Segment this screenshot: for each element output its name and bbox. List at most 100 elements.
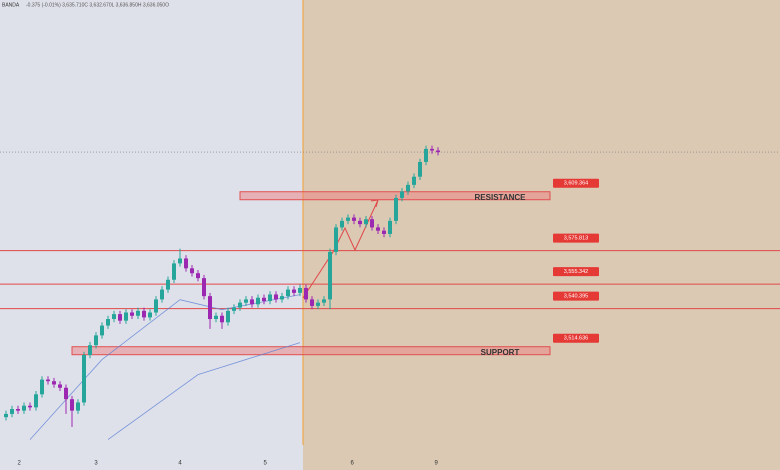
candle-body bbox=[82, 355, 86, 403]
future-region bbox=[303, 0, 780, 470]
candle-body bbox=[154, 299, 158, 313]
candle-body bbox=[172, 263, 176, 280]
candle-body bbox=[40, 379, 44, 395]
candle-body bbox=[364, 219, 368, 225]
candle-body bbox=[328, 251, 332, 300]
candle-body bbox=[148, 312, 152, 318]
candle-body bbox=[70, 399, 74, 411]
candle-body bbox=[370, 219, 374, 228]
candle-body bbox=[52, 381, 56, 385]
zone-label: RESISTANCE bbox=[475, 193, 527, 202]
candle-body bbox=[394, 197, 398, 221]
candle-body bbox=[34, 394, 38, 408]
candle-body bbox=[256, 297, 260, 305]
candle-body bbox=[178, 258, 182, 264]
candle-body bbox=[244, 299, 248, 303]
price-tag-label: 3,575.813 bbox=[564, 236, 588, 242]
candle-body bbox=[100, 325, 104, 336]
candle-body bbox=[334, 227, 338, 252]
price-tag bbox=[553, 233, 599, 243]
candle-body bbox=[280, 296, 284, 300]
candle-body bbox=[16, 409, 20, 411]
price-tag bbox=[553, 291, 599, 301]
price-tag-label: 3,609.364 bbox=[564, 181, 588, 187]
candle-body bbox=[190, 268, 194, 274]
candle-body bbox=[214, 315, 218, 320]
candle-body bbox=[352, 217, 356, 221]
arrow-head bbox=[370, 199, 379, 208]
symbol: BANDA bbox=[2, 2, 20, 8]
candle-body bbox=[262, 297, 266, 302]
x-tick-label: 3 bbox=[94, 461, 98, 467]
price-tag bbox=[553, 333, 599, 343]
candle-body bbox=[76, 402, 80, 411]
moving-average bbox=[29, 294, 301, 440]
candle-body bbox=[130, 312, 134, 316]
candle-body bbox=[340, 220, 344, 228]
candle-body bbox=[274, 294, 278, 300]
candle-body bbox=[196, 273, 200, 279]
candle-body bbox=[316, 302, 320, 306]
candle-body bbox=[358, 220, 362, 225]
candle-body bbox=[250, 299, 254, 305]
candle-body bbox=[238, 302, 242, 308]
candle-body bbox=[418, 161, 422, 177]
x-tick-label: 4 bbox=[178, 461, 182, 467]
x-tick-label: 6 bbox=[351, 461, 355, 467]
candle-body bbox=[430, 148, 434, 151]
candle-body bbox=[226, 310, 230, 323]
candle-body bbox=[142, 310, 146, 318]
candle-body bbox=[202, 278, 206, 297]
x-tick-label: 2 bbox=[18, 461, 22, 467]
candle-body bbox=[232, 307, 236, 311]
zone bbox=[71, 346, 551, 356]
candle-body bbox=[304, 287, 308, 300]
candle-body bbox=[292, 289, 296, 293]
candle-body bbox=[286, 289, 290, 297]
candle-body bbox=[166, 279, 170, 290]
candle-body bbox=[208, 296, 212, 320]
candle-body bbox=[124, 312, 128, 321]
candle-body bbox=[112, 314, 116, 320]
zone-label: SUPPORT bbox=[481, 348, 520, 357]
candle-body bbox=[58, 384, 62, 388]
candle-body bbox=[88, 345, 92, 356]
ohlc-header: -0.375 (-0.01%) 3,635.710C 3,632.670L 3,… bbox=[26, 2, 169, 8]
candle-body bbox=[406, 184, 410, 192]
candle-body bbox=[388, 220, 392, 234]
candle-body bbox=[94, 335, 98, 346]
candle-body bbox=[268, 294, 272, 302]
price-tag bbox=[553, 178, 599, 188]
candle-body bbox=[322, 299, 326, 303]
candle-body bbox=[382, 230, 386, 234]
candle-body bbox=[184, 258, 188, 269]
candle-body bbox=[412, 176, 416, 185]
candle-body bbox=[106, 319, 110, 326]
candle-body bbox=[160, 289, 164, 300]
candle-body bbox=[298, 287, 302, 293]
candle-body bbox=[424, 148, 428, 162]
candle-body bbox=[22, 405, 26, 411]
price-tag-label: 3,514.636 bbox=[564, 336, 588, 342]
candle-body bbox=[118, 314, 122, 321]
candle-body bbox=[46, 379, 50, 382]
candle-body bbox=[136, 310, 140, 316]
x-tick-label: 5 bbox=[264, 461, 268, 467]
projection-arrow bbox=[302, 199, 379, 299]
candle-body bbox=[10, 409, 14, 414]
candle-body bbox=[64, 387, 68, 400]
candle-body bbox=[220, 315, 224, 323]
candle-body bbox=[376, 227, 380, 231]
candle-body bbox=[400, 191, 404, 198]
x-tick-label: 9 bbox=[435, 461, 439, 467]
candle-body bbox=[4, 413, 8, 418]
candle-body bbox=[310, 299, 314, 306]
price-tag-label: 3,540.395 bbox=[564, 294, 588, 300]
candle-body bbox=[346, 217, 350, 221]
price-tag bbox=[553, 267, 599, 277]
price-tag-label: 3,555.342 bbox=[564, 269, 588, 275]
candle-body bbox=[28, 405, 32, 408]
candle-body bbox=[436, 150, 440, 153]
moving-average bbox=[107, 342, 301, 440]
